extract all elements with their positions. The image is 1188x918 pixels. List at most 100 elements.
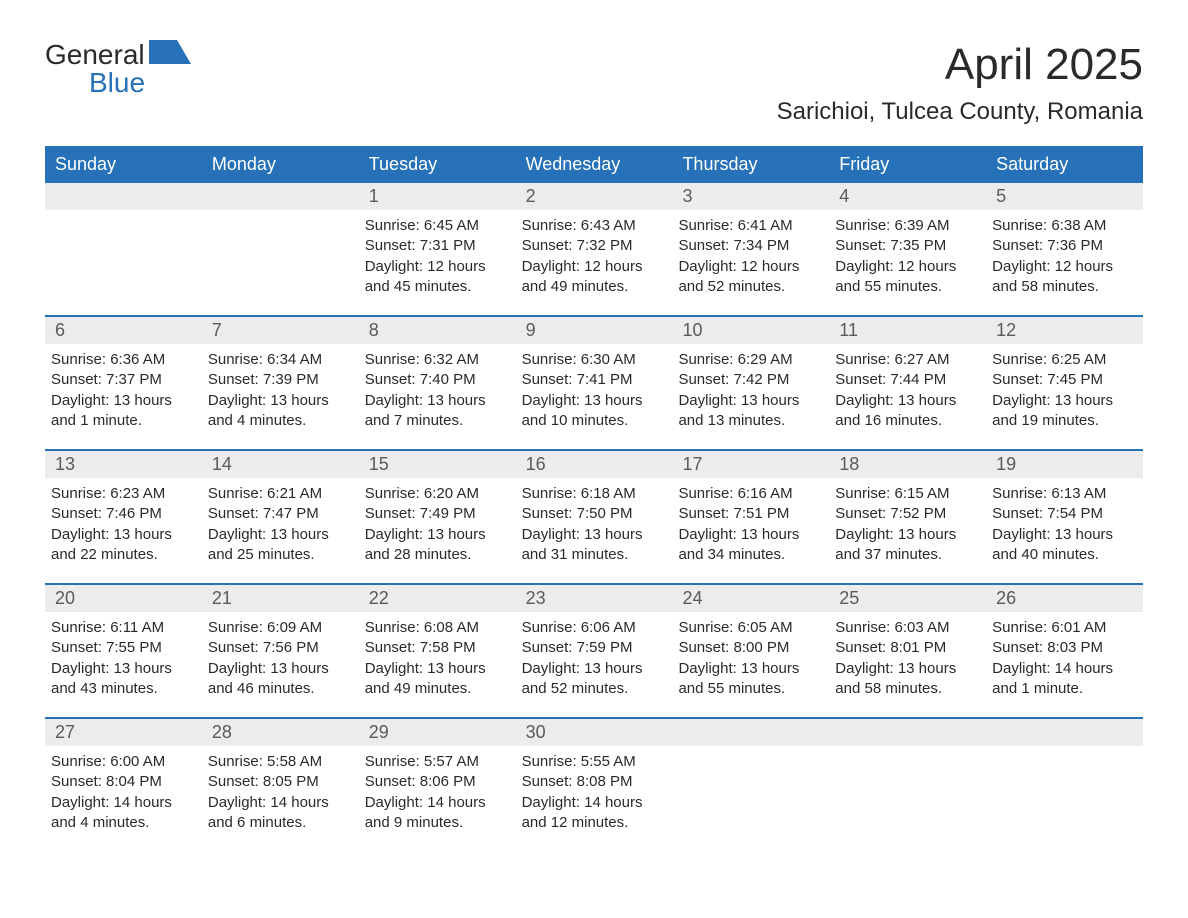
sunrise-text: Sunrise: 6:39 AM: [835, 216, 976, 236]
day-cell: 7Sunrise: 6:34 AMSunset: 7:39 PMDaylight…: [202, 317, 359, 449]
dow-saturday: Saturday: [986, 146, 1143, 183]
sunset-text: Sunset: 7:58 PM: [365, 638, 506, 658]
sunset-text: Sunset: 7:51 PM: [678, 504, 819, 524]
day-cell: 4Sunrise: 6:39 AMSunset: 7:35 PMDaylight…: [829, 183, 986, 315]
day-number: 22: [359, 585, 516, 612]
daylight-text: Daylight: 12 hours and 58 minutes.: [992, 257, 1133, 298]
logo-flag-icon: [149, 40, 191, 69]
day-number: 14: [202, 451, 359, 478]
day-cell: 27Sunrise: 6:00 AMSunset: 8:04 PMDayligh…: [45, 719, 202, 851]
day-number: 15: [359, 451, 516, 478]
sunset-text: Sunset: 8:00 PM: [678, 638, 819, 658]
day-cell: 26Sunrise: 6:01 AMSunset: 8:03 PMDayligh…: [986, 585, 1143, 717]
day-content: Sunrise: 6:27 AMSunset: 7:44 PMDaylight:…: [829, 344, 986, 431]
day-cell: [829, 719, 986, 851]
day-cell: 2Sunrise: 6:43 AMSunset: 7:32 PMDaylight…: [516, 183, 673, 315]
day-cell: 8Sunrise: 6:32 AMSunset: 7:40 PMDaylight…: [359, 317, 516, 449]
day-content: Sunrise: 6:34 AMSunset: 7:39 PMDaylight:…: [202, 344, 359, 431]
daylight-text: Daylight: 13 hours and 4 minutes.: [208, 391, 349, 432]
day-content: Sunrise: 6:11 AMSunset: 7:55 PMDaylight:…: [45, 612, 202, 699]
daylight-text: Daylight: 13 hours and 58 minutes.: [835, 659, 976, 700]
day-content: Sunrise: 6:13 AMSunset: 7:54 PMDaylight:…: [986, 478, 1143, 565]
day-content: Sunrise: 6:21 AMSunset: 7:47 PMDaylight:…: [202, 478, 359, 565]
week-row: 27Sunrise: 6:00 AMSunset: 8:04 PMDayligh…: [45, 717, 1143, 851]
sunset-text: Sunset: 7:44 PM: [835, 370, 976, 390]
day-cell: 20Sunrise: 6:11 AMSunset: 7:55 PMDayligh…: [45, 585, 202, 717]
day-content: Sunrise: 6:25 AMSunset: 7:45 PMDaylight:…: [986, 344, 1143, 431]
sunrise-text: Sunrise: 6:11 AM: [51, 618, 192, 638]
dow-monday: Monday: [202, 146, 359, 183]
sunset-text: Sunset: 8:01 PM: [835, 638, 976, 658]
sunset-text: Sunset: 7:55 PM: [51, 638, 192, 658]
dow-wednesday: Wednesday: [516, 146, 673, 183]
daylight-text: Daylight: 13 hours and 31 minutes.: [522, 525, 663, 566]
dow-sunday: Sunday: [45, 146, 202, 183]
sunset-text: Sunset: 8:06 PM: [365, 772, 506, 792]
sunset-text: Sunset: 8:04 PM: [51, 772, 192, 792]
day-cell: 25Sunrise: 6:03 AMSunset: 8:01 PMDayligh…: [829, 585, 986, 717]
sunset-text: Sunset: 7:52 PM: [835, 504, 976, 524]
title-block: April 2025 Sarichioi, Tulcea County, Rom…: [777, 40, 1143, 126]
day-content: Sunrise: 6:15 AMSunset: 7:52 PMDaylight:…: [829, 478, 986, 565]
day-number: 10: [672, 317, 829, 344]
location: Sarichioi, Tulcea County, Romania: [777, 98, 1143, 126]
day-number: 17: [672, 451, 829, 478]
day-number: 6: [45, 317, 202, 344]
header: General Blue April 2025 Sarichioi, Tulce…: [45, 40, 1143, 126]
sunset-text: Sunset: 7:56 PM: [208, 638, 349, 658]
day-content: Sunrise: 6:01 AMSunset: 8:03 PMDaylight:…: [986, 612, 1143, 699]
day-cell: 15Sunrise: 6:20 AMSunset: 7:49 PMDayligh…: [359, 451, 516, 583]
day-cell: 18Sunrise: 6:15 AMSunset: 7:52 PMDayligh…: [829, 451, 986, 583]
week-row: 13Sunrise: 6:23 AMSunset: 7:46 PMDayligh…: [45, 449, 1143, 583]
day-content: Sunrise: 6:16 AMSunset: 7:51 PMDaylight:…: [672, 478, 829, 565]
day-number: 26: [986, 585, 1143, 612]
daylight-text: Daylight: 13 hours and 13 minutes.: [678, 391, 819, 432]
day-number: 29: [359, 719, 516, 746]
sunset-text: Sunset: 7:36 PM: [992, 236, 1133, 256]
sunrise-text: Sunrise: 6:41 AM: [678, 216, 819, 236]
sunrise-text: Sunrise: 6:32 AM: [365, 350, 506, 370]
sunrise-text: Sunrise: 6:43 AM: [522, 216, 663, 236]
day-cell: [986, 719, 1143, 851]
sunset-text: Sunset: 7:42 PM: [678, 370, 819, 390]
day-number: 25: [829, 585, 986, 612]
day-cell: [672, 719, 829, 851]
daylight-text: Daylight: 13 hours and 10 minutes.: [522, 391, 663, 432]
day-cell: 14Sunrise: 6:21 AMSunset: 7:47 PMDayligh…: [202, 451, 359, 583]
day-cell: 3Sunrise: 6:41 AMSunset: 7:34 PMDaylight…: [672, 183, 829, 315]
sunrise-text: Sunrise: 6:23 AM: [51, 484, 192, 504]
daylight-text: Daylight: 12 hours and 49 minutes.: [522, 257, 663, 298]
sunset-text: Sunset: 7:41 PM: [522, 370, 663, 390]
days-of-week-header: Sunday Monday Tuesday Wednesday Thursday…: [45, 146, 1143, 183]
day-cell: [45, 183, 202, 315]
daylight-text: Daylight: 13 hours and 37 minutes.: [835, 525, 976, 566]
day-number: 27: [45, 719, 202, 746]
daylight-text: Daylight: 13 hours and 40 minutes.: [992, 525, 1133, 566]
day-content: Sunrise: 5:55 AMSunset: 8:08 PMDaylight:…: [516, 746, 673, 833]
sunset-text: Sunset: 7:37 PM: [51, 370, 192, 390]
day-number: 4: [829, 183, 986, 210]
sunrise-text: Sunrise: 6:27 AM: [835, 350, 976, 370]
day-number: 7: [202, 317, 359, 344]
day-cell: 6Sunrise: 6:36 AMSunset: 7:37 PMDaylight…: [45, 317, 202, 449]
day-content: Sunrise: 6:06 AMSunset: 7:59 PMDaylight:…: [516, 612, 673, 699]
sunset-text: Sunset: 7:34 PM: [678, 236, 819, 256]
sunrise-text: Sunrise: 6:34 AM: [208, 350, 349, 370]
day-cell: 10Sunrise: 6:29 AMSunset: 7:42 PMDayligh…: [672, 317, 829, 449]
day-number: 30: [516, 719, 673, 746]
logo: General Blue: [45, 40, 191, 97]
day-content: Sunrise: 6:09 AMSunset: 7:56 PMDaylight:…: [202, 612, 359, 699]
day-content: Sunrise: 5:58 AMSunset: 8:05 PMDaylight:…: [202, 746, 359, 833]
daylight-text: Daylight: 14 hours and 6 minutes.: [208, 793, 349, 834]
day-number: 28: [202, 719, 359, 746]
day-content: Sunrise: 6:41 AMSunset: 7:34 PMDaylight:…: [672, 210, 829, 297]
daylight-text: Daylight: 13 hours and 25 minutes.: [208, 525, 349, 566]
day-cell: 16Sunrise: 6:18 AMSunset: 7:50 PMDayligh…: [516, 451, 673, 583]
day-cell: 17Sunrise: 6:16 AMSunset: 7:51 PMDayligh…: [672, 451, 829, 583]
sunset-text: Sunset: 7:59 PM: [522, 638, 663, 658]
sunrise-text: Sunrise: 5:58 AM: [208, 752, 349, 772]
daylight-text: Daylight: 13 hours and 43 minutes.: [51, 659, 192, 700]
sunrise-text: Sunrise: 6:18 AM: [522, 484, 663, 504]
logo-text-blue: Blue: [45, 69, 191, 97]
sunrise-text: Sunrise: 6:20 AM: [365, 484, 506, 504]
